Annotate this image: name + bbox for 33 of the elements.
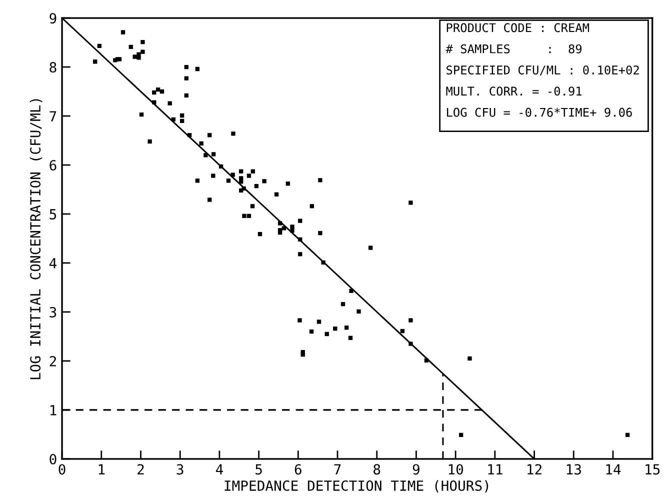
y-axis-title: LOG INITIAL CONCENTRATION (CFU/ML) [30, 99, 42, 380]
x-tick-label: 13 [566, 464, 581, 475]
y-tick-label: 3 [50, 306, 56, 318]
y-tick-label: 4 [50, 258, 57, 268]
annotation: SPECIFIED CFU/ML : 0.10E+02 [446, 65, 639, 76]
x-tick-label: 11 [488, 464, 502, 474]
x-tick-label: 9 [412, 464, 420, 475]
y-tick-label: 6 [50, 160, 56, 171]
y-tick-label: 9 [50, 13, 56, 24]
annotation: PRODUCT CODE : CREAM [446, 23, 590, 32]
x-tick-label: 15 [646, 464, 660, 475]
x-tick-label: 6 [294, 464, 302, 475]
y-tick-label: 7 [50, 111, 56, 122]
x-tick-label: 10 [448, 464, 464, 475]
y-tick-label: 5 [50, 209, 56, 220]
annotation: MULT. CORR. = -0.91 [446, 86, 582, 96]
x-tick-label: 0 [58, 464, 66, 475]
annotation: # SAMPLES : 89 [446, 44, 582, 54]
x-tick-label: 5 [256, 464, 262, 475]
x-tick-label: 1 [98, 464, 105, 474]
x-tick-label: 14 [606, 464, 621, 474]
y-tick-label: 2 [50, 356, 56, 366]
y-tick-label: 1 [50, 405, 56, 416]
x-tick-label: 2 [138, 464, 144, 474]
x-axis-title: IMPEDANCE DETECTION TIME (HOURS) [224, 480, 488, 493]
x-tick-label: 12 [528, 464, 542, 474]
annotation: LOG CFU = -0.76*TIME+ 9.06 [446, 108, 632, 117]
y-tick-label: 0 [50, 454, 56, 464]
y-tick-label: 8 [50, 62, 56, 73]
x-tick-label: 3 [176, 464, 184, 475]
x-tick-label: 4 [216, 464, 223, 474]
x-tick-label: 8 [374, 464, 380, 475]
x-tick-label: 7 [334, 464, 341, 474]
